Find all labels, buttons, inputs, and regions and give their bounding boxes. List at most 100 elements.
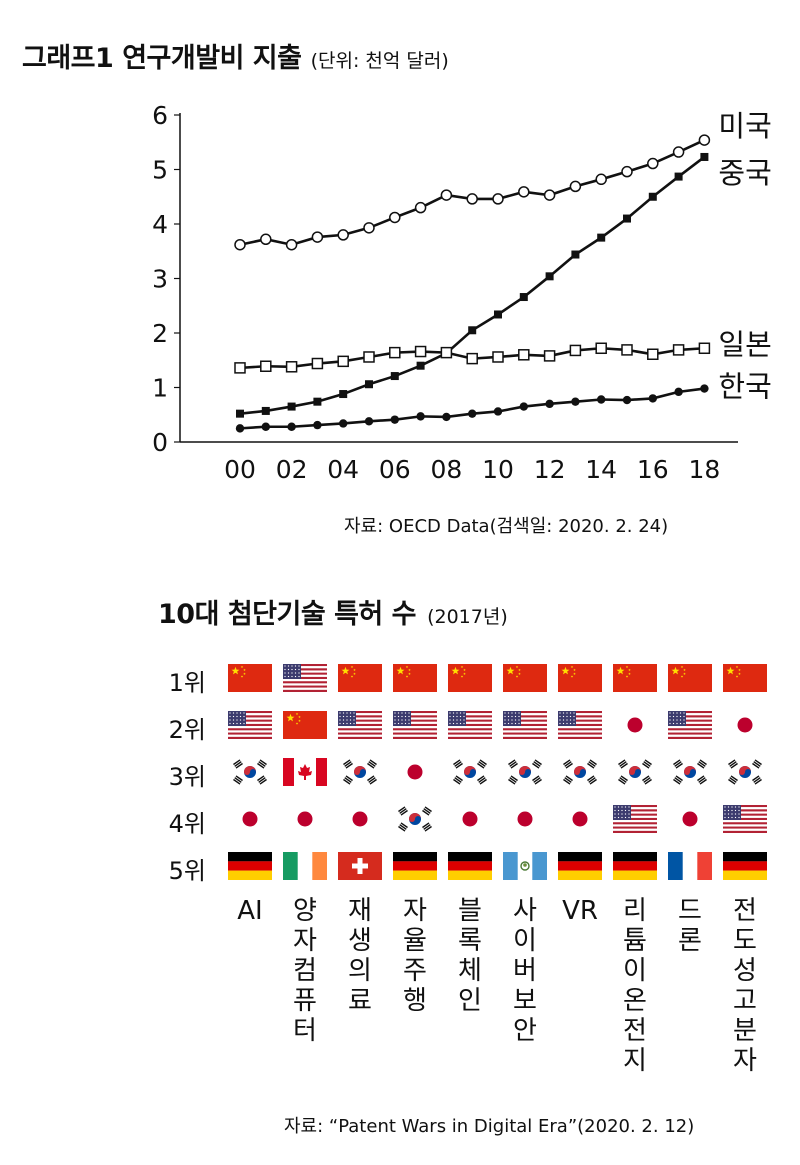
japan-flag-icon (613, 711, 657, 739)
point-china (339, 390, 348, 399)
patent-cell (668, 664, 712, 692)
patent-cell (503, 852, 547, 880)
y-tick-label: 2 (152, 319, 168, 348)
point-korea (287, 422, 296, 431)
korea-flag-icon (503, 758, 547, 786)
point-japan (260, 360, 272, 372)
usa-flag-icon (228, 711, 272, 739)
korea-flag-icon (723, 758, 767, 786)
point-japan (492, 351, 504, 363)
patent-cell (503, 805, 547, 833)
china-flag-icon (558, 664, 602, 692)
rank-label: 1위 (168, 669, 206, 697)
point-korea (674, 387, 683, 397)
korea-flag-icon (613, 758, 657, 786)
x-tick-label: 06 (379, 455, 411, 484)
patent-cell (613, 758, 657, 786)
point-japan (337, 355, 349, 368)
korea-flag-icon (668, 758, 712, 786)
patent-cell (338, 758, 382, 786)
patent-cell (558, 664, 602, 692)
y-tick-label: 1 (152, 374, 168, 403)
series-label-china: 중국 (718, 156, 771, 190)
point-japan (311, 357, 324, 370)
ireland-flag-icon (283, 852, 327, 880)
patent-cell (668, 711, 712, 739)
point-us (492, 193, 504, 205)
tech-label: AI (237, 896, 263, 926)
korea-flag-icon (228, 758, 272, 786)
patent-cell (283, 758, 327, 786)
patent-cell (613, 711, 657, 739)
korea-flag-icon (393, 805, 437, 833)
china-flag-icon (338, 664, 382, 692)
point-us (543, 189, 556, 201)
x-tick-label: 12 (534, 455, 566, 484)
graph1-unit: (단위: 천억 달러) (310, 50, 449, 72)
patent-cell (338, 852, 382, 880)
germany-flag-icon (558, 852, 602, 880)
y-tick-label: 5 (152, 156, 168, 185)
x-tick-label: 00 (224, 455, 256, 484)
patent-cell (338, 664, 382, 692)
point-korea (339, 419, 348, 428)
patent-cell (613, 805, 657, 833)
point-japan (285, 361, 298, 373)
graph2-source: 자료: “Patent Wars in Digital Era”(2020. 2… (284, 1116, 695, 1137)
point-us (363, 222, 375, 234)
x-tick-label: 02 (276, 455, 308, 484)
point-us (595, 173, 607, 186)
patent-cell (448, 664, 492, 692)
point-japan (595, 342, 607, 355)
patent-cell (283, 805, 327, 833)
point-us (389, 211, 401, 224)
tech-label: VR (562, 896, 598, 926)
china-flag-icon (723, 664, 767, 692)
korea-flag-icon (338, 758, 382, 786)
point-us (518, 186, 530, 198)
patent-cell (668, 805, 712, 833)
usa-flag-icon (503, 711, 547, 739)
germany-flag-icon (393, 852, 437, 880)
usa-flag-icon (558, 711, 602, 739)
point-china (674, 172, 683, 181)
x-tick-label: 08 (430, 455, 462, 484)
point-korea (313, 420, 322, 430)
patent-cell (393, 664, 437, 692)
usa-flag-icon (338, 711, 382, 739)
point-china (597, 233, 606, 242)
series-label-us: 미국 (718, 109, 771, 143)
patent-cell (228, 805, 272, 833)
patent-cell (723, 852, 767, 880)
patent-cell (503, 664, 547, 692)
point-us (672, 146, 685, 158)
series-label-korea: 한국 (718, 370, 771, 404)
point-japan (389, 346, 401, 359)
point-korea (519, 402, 528, 411)
guatemala-flag-icon (503, 852, 547, 880)
korea-flag-icon (448, 758, 492, 786)
point-china (365, 380, 373, 389)
switzerland-flag-icon (338, 852, 382, 880)
point-us (621, 165, 633, 178)
patent-cell (228, 711, 272, 739)
point-korea (235, 424, 245, 433)
point-korea (442, 412, 451, 422)
china-flag-icon (448, 664, 492, 692)
patent-cell (393, 711, 437, 739)
patent-cell (393, 852, 437, 880)
point-korea (390, 415, 399, 424)
point-us (466, 193, 478, 205)
patent-cell (503, 711, 547, 739)
point-us (337, 229, 349, 241)
point-japan (543, 350, 556, 362)
point-china (416, 361, 425, 370)
point-china (313, 397, 322, 406)
point-china (571, 250, 580, 259)
germany-flag-icon (723, 852, 767, 880)
